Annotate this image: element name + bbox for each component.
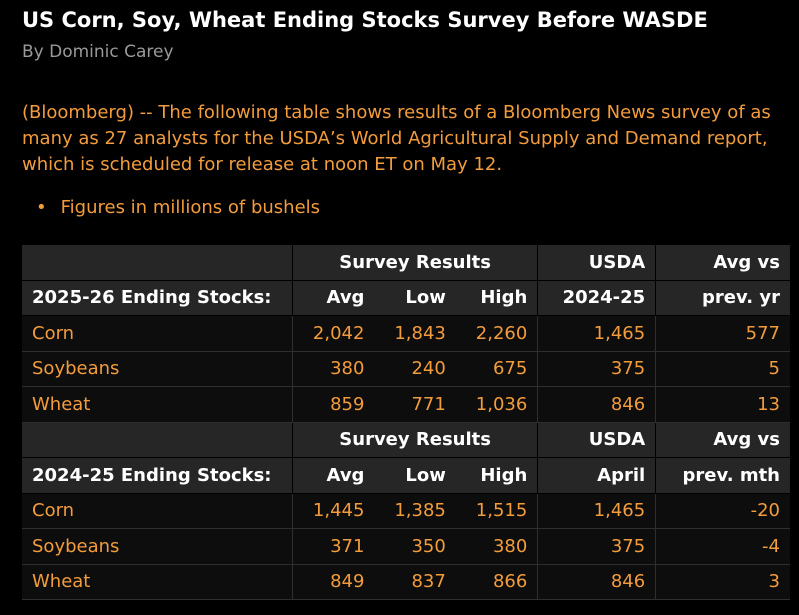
cell: 350 [374,528,456,565]
cell [22,422,293,458]
cell: 380 [455,528,538,565]
cell: 675 [455,351,538,387]
cell: Soybeans [22,351,293,387]
cell: 1,385 [374,493,456,529]
bullet-item: • Figures in millions of bushels [36,197,320,218]
cell: -20 [655,493,790,529]
column-header-cell: Avg [292,457,375,494]
cell: 837 [374,564,456,600]
group-header-cell: USDA [537,245,656,281]
cell: 375 [537,351,656,387]
cell: 1,445 [292,493,375,529]
cell: 2,042 [292,315,375,352]
group-header-cell: Survey Results [291,422,538,458]
cell: 846 [537,386,656,423]
bullet-text: Figures in millions of bushels [60,197,321,218]
table-body: Survey Results USDA Avg vs 2025-26 Ending S… [22,245,790,600]
cell: 1,843 [374,315,456,352]
cell: 577 [655,315,790,352]
cell: 13 [655,386,790,423]
stocks-table: Survey Results USDA Avg vs 2025-26 Ending S… [22,245,790,600]
data-row: Corn 1,445 1,385 1,515 1,465 -20 [22,493,790,529]
cell: 1,465 [537,493,656,529]
cell: 3 [655,564,790,600]
cell [22,245,293,281]
cell: 846 [537,564,656,600]
cell: 5 [655,351,790,387]
column-header-cell: 2024-25 Ending Stocks: [22,457,293,494]
cell: Soybeans [22,528,293,565]
cell: Wheat [22,564,293,600]
data-row: Corn 2,042 1,843 2,260 1,465 577 [22,315,790,352]
cell: 2,260 [455,315,538,352]
cell: 859 [292,386,375,423]
column-header-cell: prev. mth [655,457,790,494]
column-header-cell: Low [374,457,456,494]
cell: 380 [292,351,375,387]
cell: 375 [537,528,656,565]
column-header-cell: Low [374,280,456,316]
byline: By Dominic Carey [22,42,174,62]
group-header-cell: Avg vs [655,245,790,281]
data-row: Soybeans 371 350 380 375 -4 [22,528,790,565]
column-header-row: 2025-26 Ending Stocks: Avg Low High 2024-25 p… [22,280,790,316]
bullet-dot: • [36,197,47,218]
cell: 1,515 [455,493,538,529]
cell: Corn [22,315,293,352]
column-header-cell: prev. yr [655,280,790,316]
cell: -4 [655,528,790,565]
data-row: Soybeans 380 240 675 375 5 [22,351,790,387]
group-header-cell: Survey Results [291,245,538,281]
title: US Corn, Soy, Wheat Ending Stocks Survey… [22,8,708,32]
column-header-cell: Avg [292,280,375,316]
cell: 240 [374,351,456,387]
cell: 866 [455,564,538,600]
cell: 371 [292,528,375,565]
column-header-cell: April [537,457,656,494]
group-header-cell: USDA [537,422,656,458]
cell: Wheat [22,386,293,423]
cell: 1,036 [455,386,538,423]
data-row: Wheat 859 771 1,036 846 13 [22,386,790,423]
column-header-cell: 2024-25 [537,280,656,316]
column-header-cell: High [455,280,538,316]
cell: 849 [292,564,375,600]
group-header-row: Survey Results USDA Avg vs [22,245,790,281]
column-header-cell: 2025-26 Ending Stocks: [22,280,293,316]
cell: 771 [374,386,456,423]
column-header-cell: High [455,457,538,494]
paragraph: (Bloomberg) -- The following table shows… [22,102,771,175]
group-header-cell: Avg vs [655,422,790,458]
data-row: Wheat 849 837 866 846 3 [22,564,790,600]
column-header-row: 2024-25 Ending Stocks: Avg Low High April pre… [22,457,790,494]
cell: Corn [22,493,293,529]
group-header-row: Survey Results USDA Avg vs [22,422,790,458]
cell: 1,465 [537,315,656,352]
